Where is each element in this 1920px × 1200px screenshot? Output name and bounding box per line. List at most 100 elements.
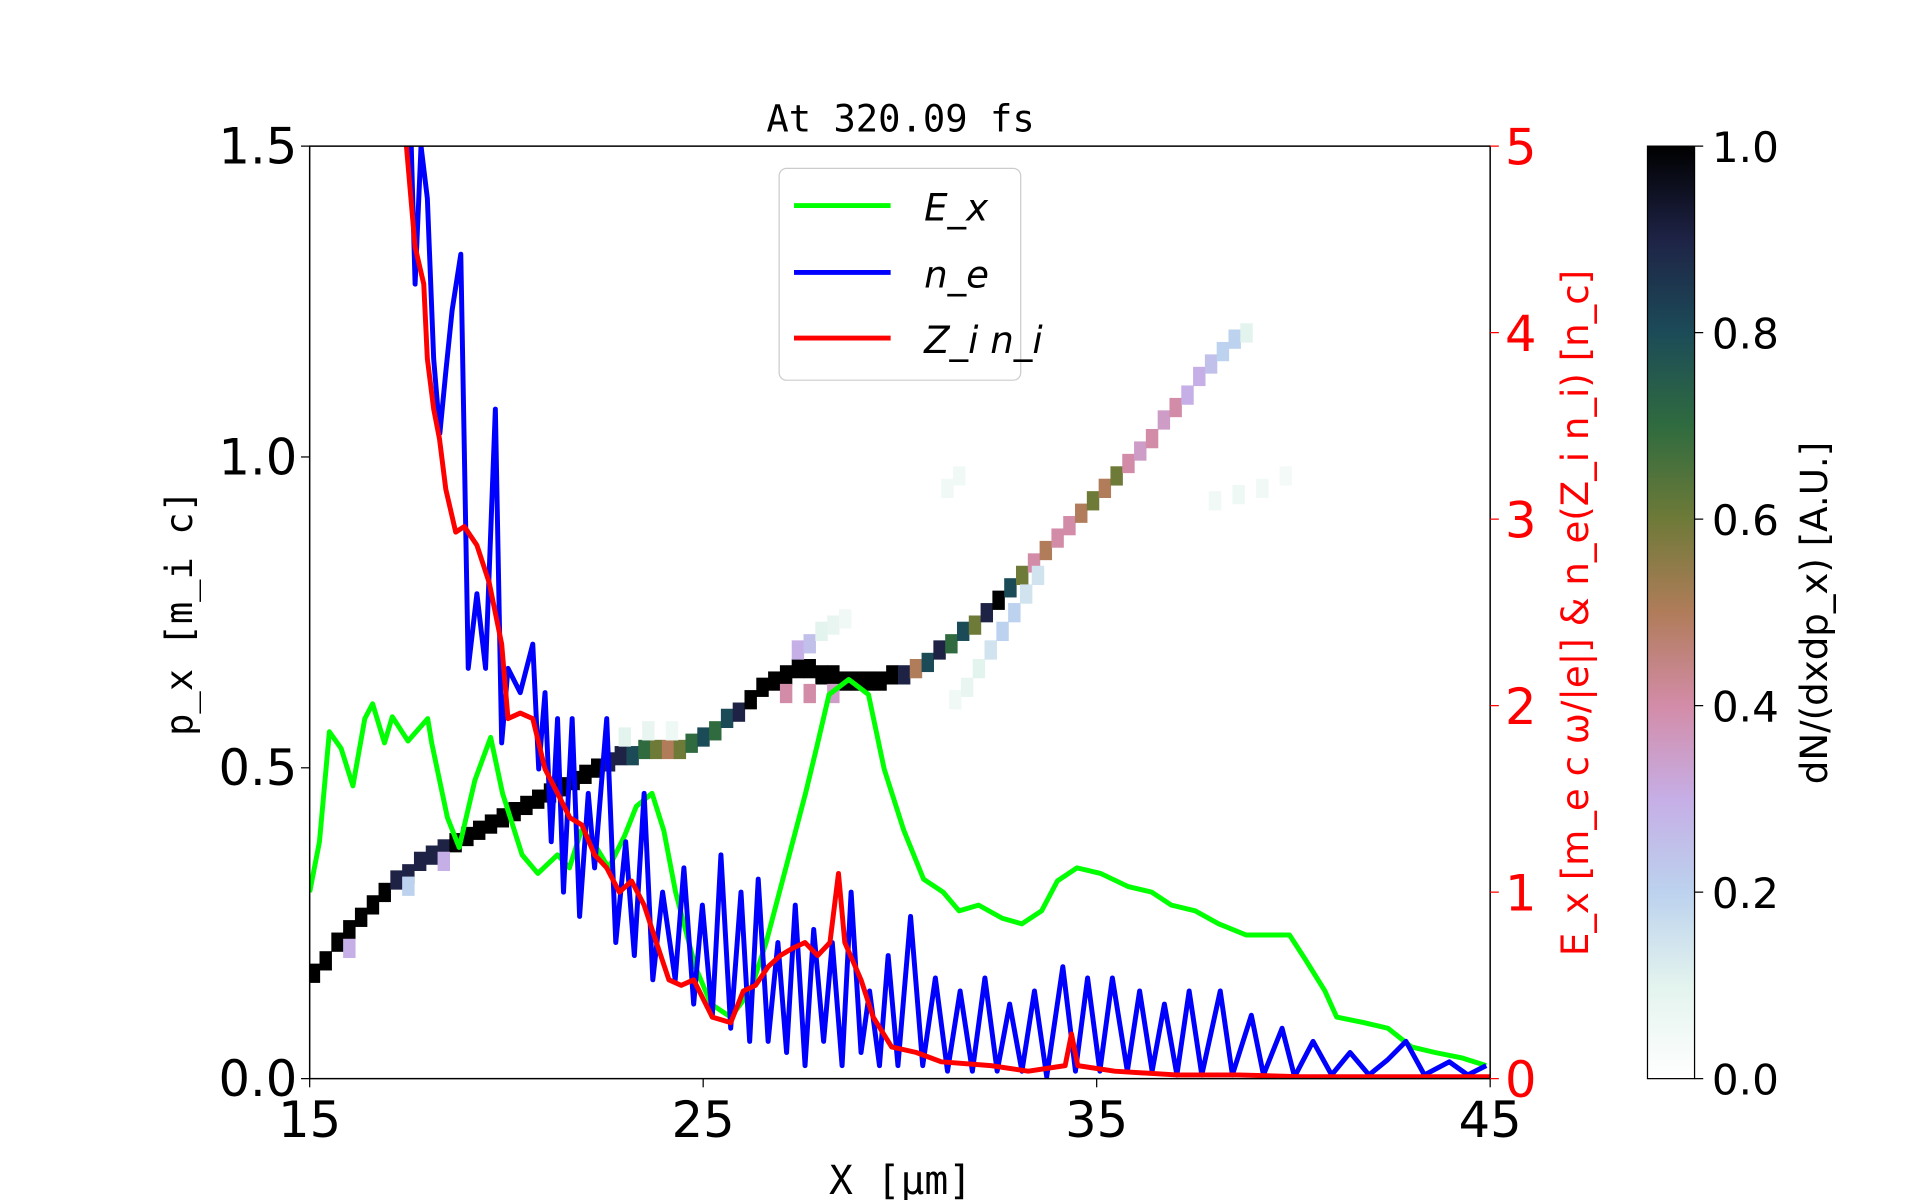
axis-ticks: 15 25 35 450.00.51.01.50123450.00.20.40.60.…: [218, 117, 1778, 1148]
heatmap-cell: [1063, 516, 1076, 536]
y-tick-label: 0.0: [218, 1050, 297, 1108]
heatmap-cell: [732, 702, 746, 722]
heatmap-cell: [614, 746, 628, 766]
heatmap-cell: [496, 808, 510, 828]
heatmap-cell: [791, 640, 805, 660]
heatmap-cell: [1193, 366, 1206, 387]
heatmap-cell: [331, 932, 344, 952]
x-tick-label: 45: [1459, 1091, 1522, 1149]
y2-tick-label: 3: [1505, 492, 1537, 550]
heatmap-cell: [472, 820, 486, 840]
heatmap-cell: [366, 895, 380, 915]
heatmap-cell: [520, 795, 533, 816]
heatmap-cell: [626, 746, 639, 766]
y-tick-label: 1.0: [218, 428, 297, 486]
y2-tick-label: 2: [1505, 678, 1537, 736]
heatmap-cell: [956, 621, 970, 641]
heatmap-cell: [791, 659, 805, 679]
zini-line: [403, 146, 1491, 1079]
heatmap-cell: [941, 478, 954, 498]
heatmap-cell: [390, 870, 403, 890]
right-axis-label: E_x [m_e c ω/|e|] & n_e(Z_i n_i) [n_c]: [1554, 270, 1597, 956]
heatmap-cell: [697, 727, 710, 747]
heatmap-cell: [1004, 578, 1017, 598]
heatmap-cell: [532, 789, 545, 809]
y-tick-label: 0.5: [218, 739, 297, 797]
heatmap-cell: [579, 764, 592, 784]
y2-tick-label: 5: [1505, 119, 1537, 177]
heatmap-cell: [665, 721, 679, 741]
heatmap-cell: [1110, 466, 1123, 486]
heatmap-cell: [354, 907, 368, 927]
colorbar: [1646, 145, 1696, 1080]
ex-line: [309, 677, 1487, 1068]
heatmap-cell: [720, 708, 734, 729]
x-tick-label: 15: [278, 1091, 341, 1149]
heatmap-cell: [1169, 397, 1182, 418]
colorbar-tick-label: 0.2: [1712, 869, 1779, 918]
x-axis-label: X [μm]: [829, 1158, 972, 1200]
colorbar-tick-label: 0.4: [1712, 683, 1779, 732]
heatmap-cell: [815, 665, 828, 685]
heatmap-cell: [1086, 491, 1100, 511]
heatmap-cell: [1134, 441, 1147, 461]
heatmap-cell: [642, 721, 655, 741]
heatmap-cell: [803, 659, 816, 679]
heatmap-cell: [1256, 478, 1269, 498]
heatmap-cell: [953, 466, 966, 486]
heatmap-cell: [756, 677, 769, 697]
heatmap-cell: [949, 690, 962, 710]
heatmap-cell: [1204, 354, 1218, 374]
heatmap-cell: [968, 615, 982, 635]
heatmap-cell: [803, 683, 816, 704]
heatmap-cell: [1157, 410, 1171, 430]
heatmap-cell: [1098, 478, 1112, 498]
legend-box: [778, 167, 1022, 381]
colorbar-label: dN/(dxdp_x) [A.U.]: [1793, 442, 1836, 784]
heatmap-cell: [1240, 323, 1253, 343]
legend: E_x n_e Z_i n_i: [778, 167, 1043, 381]
heatmap-cell: [437, 851, 450, 871]
line-series: [309, 146, 1491, 1079]
colorbar-tick-label: 1.0: [1712, 123, 1779, 172]
heatmap-cell: [874, 671, 887, 691]
heatmap-cell: [779, 683, 793, 704]
heatmap-cell: [744, 690, 757, 710]
heatmap-cell: [1031, 565, 1045, 586]
heatmap-cell: [1075, 503, 1088, 523]
heatmap-cell: [862, 671, 875, 691]
heatmap-cell: [1208, 491, 1222, 511]
heatmap-cell: [319, 951, 332, 971]
colorbar-tick-label: 0.8: [1712, 310, 1779, 359]
heatmap-cell: [996, 621, 1009, 641]
heatmap-cell: [425, 845, 439, 865]
colorbar-tick-label: 0.0: [1712, 1056, 1779, 1105]
heatmap-cell: [1145, 428, 1159, 449]
heatmap-cell: [992, 590, 1005, 610]
heatmap-cell: [343, 938, 356, 959]
x-tick-label: 35: [1065, 1091, 1128, 1149]
heatmap-cell: [815, 621, 828, 641]
heatmap-cell: [343, 920, 356, 940]
heatmap-cell: [1008, 603, 1021, 623]
y-tick-label: 1.5: [218, 117, 297, 175]
heatmap-cell: [402, 876, 415, 896]
chart-title: At 320.09 fs: [766, 97, 1034, 140]
legend-label-zini: Z_i n_i: [923, 319, 1043, 362]
heatmap-cell: [661, 739, 675, 760]
heatmap-cell: [309, 963, 321, 983]
heatmap-cell: [803, 634, 816, 654]
y2-tick-label: 0: [1505, 1051, 1537, 1109]
heatmap-cell: [921, 652, 934, 673]
y2-tick-label: 4: [1505, 305, 1537, 363]
ne-line: [408, 146, 1488, 1079]
heatmap-cell: [638, 739, 651, 760]
colorbar-tick-label: 0.6: [1712, 496, 1779, 545]
heatmap-cell: [484, 814, 498, 834]
heatmap-cell: [618, 727, 631, 747]
heatmap-cell: [1016, 565, 1029, 586]
heatmap-cell: [886, 665, 899, 685]
heatmap-cell: [685, 733, 698, 753]
